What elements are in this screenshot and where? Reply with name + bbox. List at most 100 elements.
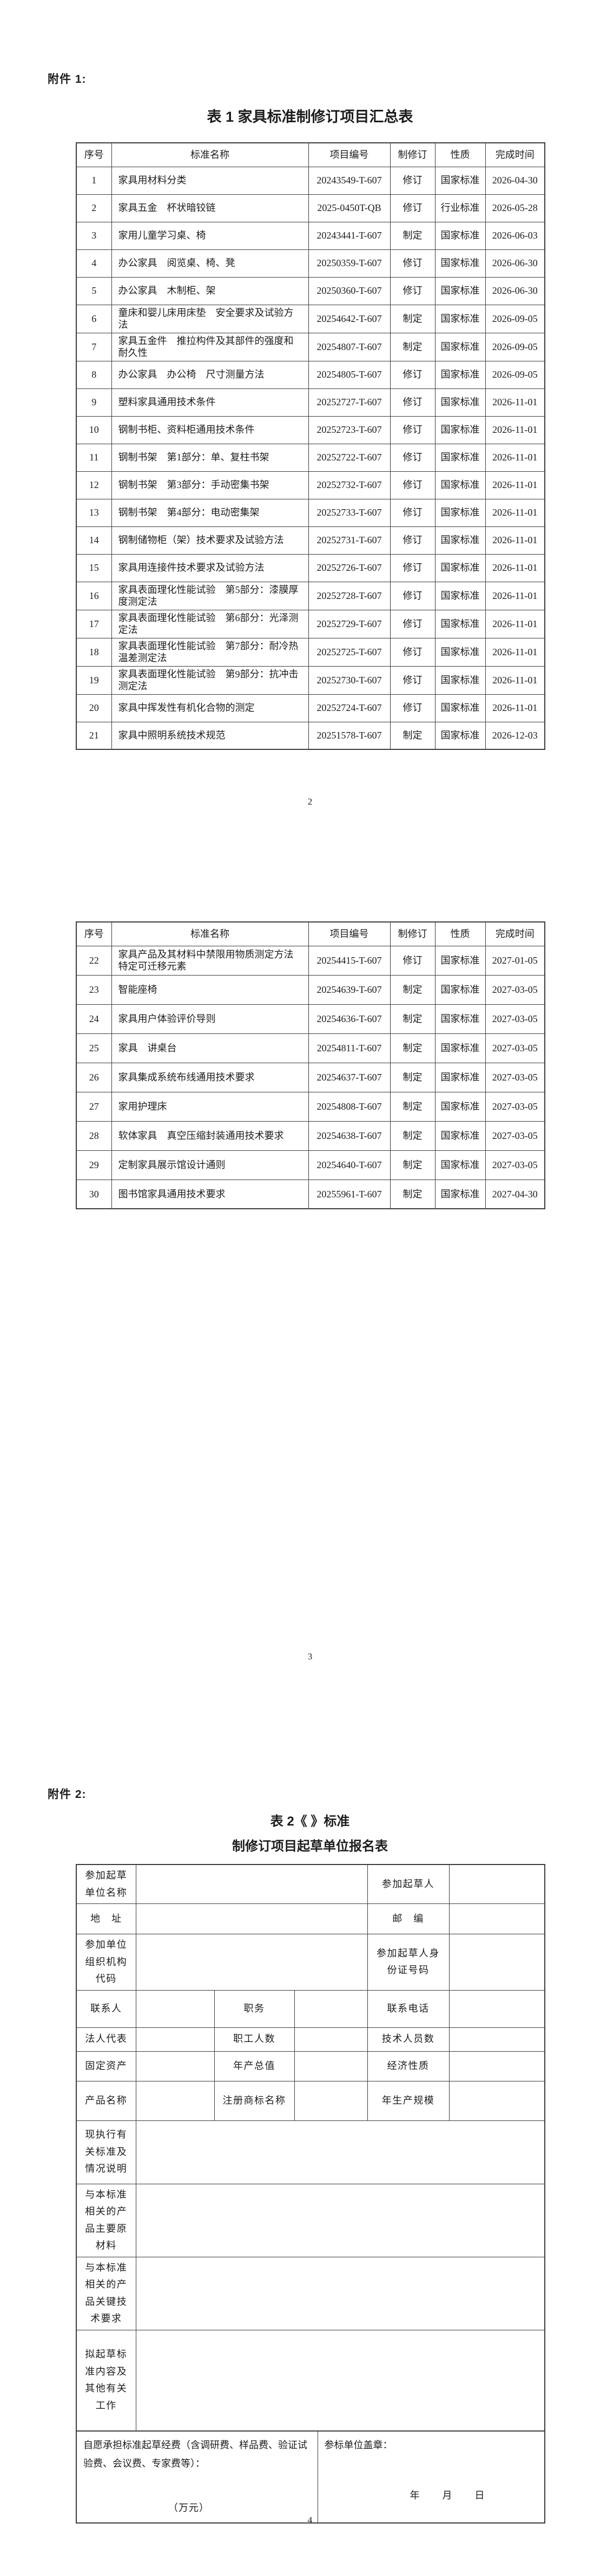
nature-cell: 国家标准 <box>434 637 486 667</box>
project-code-cell: 20252730-T-607 <box>308 666 391 695</box>
revision-type-cell: 制定 <box>390 1091 436 1122</box>
revision-type-cell: 制定 <box>390 1121 436 1151</box>
form-value-phone <box>448 1989 545 2028</box>
revision-type-cell: 修订 <box>390 609 436 638</box>
standard-name-cell: 家用护理床 <box>111 1091 309 1122</box>
project-code-cell: 20254807-T-607 <box>308 332 391 361</box>
form-label-current-standards: 现执行有关标准及情况说明 <box>76 2120 136 2184</box>
table-row: 2 家具五金 杯状暗铰链 2025-0450T-QB 修订 行业标准 2026-… <box>76 194 545 222</box>
completion-date-cell: 2027-03-05 <box>485 1062 545 1092</box>
standards-table-page1: 序号 标准名称 项目编号 制修订 性质 完成时间 1 家具用材料分类 20243… <box>76 142 545 750</box>
table-row: 10 钢制书柜、资料柜通用技术条件 20252723-T-607 修订 国家标准… <box>76 416 545 444</box>
form-value-unit-name <box>135 1864 368 1904</box>
table-header-row: 序号 标准名称 项目编号 制修订 性质 完成时间 <box>76 142 545 167</box>
revision-type-cell: 修订 <box>390 554 436 582</box>
form-label-contact: 联系人 <box>76 1989 136 2028</box>
project-code-cell: 20251578-T-607 <box>308 721 391 750</box>
form-value-position <box>294 1989 368 2028</box>
nature-cell: 国家标准 <box>434 1033 486 1063</box>
revision-type-cell: 修订 <box>390 637 436 667</box>
revision-type-cell: 制定 <box>390 1033 436 1063</box>
table-row: 27 家用护理床 20254808-T-607 制定 国家标准 2027-03-… <box>76 1091 545 1122</box>
seq-cell: 6 <box>76 304 112 333</box>
completion-date-cell: 2027-01-05 <box>485 945 545 976</box>
standards-table-page2: 序号 标准名称 项目编号 制修订 性质 完成时间 22 家具产品及其材料中禁限用… <box>76 921 545 1209</box>
form-label-address: 地 址 <box>76 1903 136 1934</box>
project-code-cell: 20254415-T-607 <box>308 945 391 976</box>
table-row: 23 智能座椅 20254639-T-607 制定 国家标准 2027-03-0… <box>76 974 545 1005</box>
project-code-cell: 20254640-T-607 <box>308 1150 391 1180</box>
header-seq: 序号 <box>76 921 112 946</box>
form-value-key-tech <box>135 2256 545 2330</box>
form-label-drafter: 参加起草人 <box>367 1864 450 1904</box>
revision-type-cell: 修订 <box>390 471 436 499</box>
nature-cell: 国家标准 <box>434 1150 486 1180</box>
nature-cell: 国家标准 <box>434 694 486 722</box>
completion-date-cell: 2026-06-03 <box>485 221 545 250</box>
header-nature: 性质 <box>434 142 486 167</box>
standard-name-cell: 家具用户体验评价导则 <box>111 1004 309 1034</box>
form-value-annual-output <box>294 2051 368 2081</box>
project-code-cell: 2025-0450T-QB <box>308 194 391 222</box>
nature-cell: 国家标准 <box>434 166 486 195</box>
completion-date-cell: 2026-11-01 <box>485 637 545 667</box>
project-code-cell: 20252731-T-607 <box>308 526 391 555</box>
seq-cell: 1 <box>76 166 112 195</box>
form-value-raw-materials <box>135 2183 545 2257</box>
form-label-phone: 联系电话 <box>367 1989 450 2028</box>
table2-title-line2: 制修订项目起草单位报名表 <box>232 1839 388 1854</box>
table-row: 12 钢制书架 第3部分：手动密集书架 20252732-T-607 修订 国家… <box>76 471 545 499</box>
seq-cell: 30 <box>76 1179 112 1209</box>
completion-date-cell: 2026-11-01 <box>485 526 545 555</box>
header-completion-date: 完成时间 <box>485 921 545 946</box>
nature-cell: 行业标准 <box>434 194 486 222</box>
standard-name-cell: 家具五金件 推拉构件及其部件的强度和耐久性 <box>111 332 309 361</box>
project-code-cell: 20254642-T-607 <box>308 304 391 333</box>
form-label-fixed-assets: 固定资产 <box>76 2051 136 2081</box>
form-label-key-tech: 与本标准相关的产品关键技术要求 <box>76 2256 136 2330</box>
header-completion-date: 完成时间 <box>485 142 545 167</box>
nature-cell: 国家标准 <box>434 416 486 444</box>
project-code-cell: 20255961-T-607 <box>308 1179 391 1209</box>
table-row: 8 办公家具 办公椅 尺寸测量方法 20254805-T-607 修订 国家标准… <box>76 360 545 389</box>
form-value-current-standards <box>135 2120 545 2184</box>
form-label-staff-count: 职工人数 <box>214 2027 295 2052</box>
form-value-draft-content <box>135 2329 545 2432</box>
header-project-code: 项目编号 <box>308 142 391 167</box>
seq-cell: 28 <box>76 1121 112 1151</box>
nature-cell: 国家标准 <box>434 498 486 527</box>
form-value-production-scale <box>448 2080 545 2121</box>
form-value-contact <box>135 1989 215 2028</box>
completion-date-cell: 2026-12-03 <box>485 721 545 750</box>
header-seq: 序号 <box>76 142 112 167</box>
standard-name-cell: 塑料家具通用技术条件 <box>111 388 309 417</box>
table-row: 5 办公家具 木制柜、架 20250360-T-607 修订 国家标准 2026… <box>76 276 545 305</box>
table-row: 17 家具表面理化性能试验 第6部分：光泽测定法 20252729-T-607 … <box>76 609 545 638</box>
completion-date-cell: 2027-03-05 <box>485 1091 545 1122</box>
revision-type-cell: 修订 <box>390 581 436 610</box>
revision-type-cell: 修订 <box>390 388 436 417</box>
standard-name-cell: 钢制储物柜（架）技术要求及试验方法 <box>111 526 309 555</box>
nature-cell: 国家标准 <box>434 276 486 305</box>
table-row: 18 家具表面理化性能试验 第7部分：耐冷热温差测定法 20252725-T-6… <box>76 637 545 667</box>
table1-title: 表 1 家具标准制修订项目汇总表 <box>207 109 413 125</box>
completion-date-cell: 2027-03-05 <box>485 974 545 1005</box>
nature-cell: 国家标准 <box>434 360 486 389</box>
seq-cell: 17 <box>76 609 112 638</box>
project-code-cell: 20243549-T-607 <box>308 166 391 195</box>
table-row: 21 家具中照明系统技术规范 20251578-T-607 制定 国家标准 20… <box>76 721 545 750</box>
form-label-id-number: 参加起草人身份证号码 <box>367 1934 450 1991</box>
nature-cell: 国家标准 <box>434 581 486 610</box>
completion-date-cell: 2026-11-01 <box>485 416 545 444</box>
table-row: 9 塑料家具通用技术条件 20252727-T-607 修订 国家标准 2026… <box>76 388 545 417</box>
project-code-cell: 20252723-T-607 <box>308 416 391 444</box>
completion-date-cell: 2026-05-28 <box>485 194 545 222</box>
table-row: 19 家具表面理化性能试验 第9部分：抗冲击测定法 20252730-T-607… <box>76 666 545 695</box>
revision-type-cell: 制定 <box>390 974 436 1005</box>
revision-type-cell: 制定 <box>390 1179 436 1209</box>
seq-cell: 25 <box>76 1033 112 1063</box>
table-row: 1 家具用材料分类 20243549-T-607 修订 国家标准 2026-04… <box>76 166 545 195</box>
page-number-4: 4 <box>307 2515 313 2525</box>
form-label-draft-content: 拟起草标准内容及其他有关工作 <box>76 2329 136 2432</box>
completion-date-cell: 2027-03-05 <box>485 1033 545 1063</box>
